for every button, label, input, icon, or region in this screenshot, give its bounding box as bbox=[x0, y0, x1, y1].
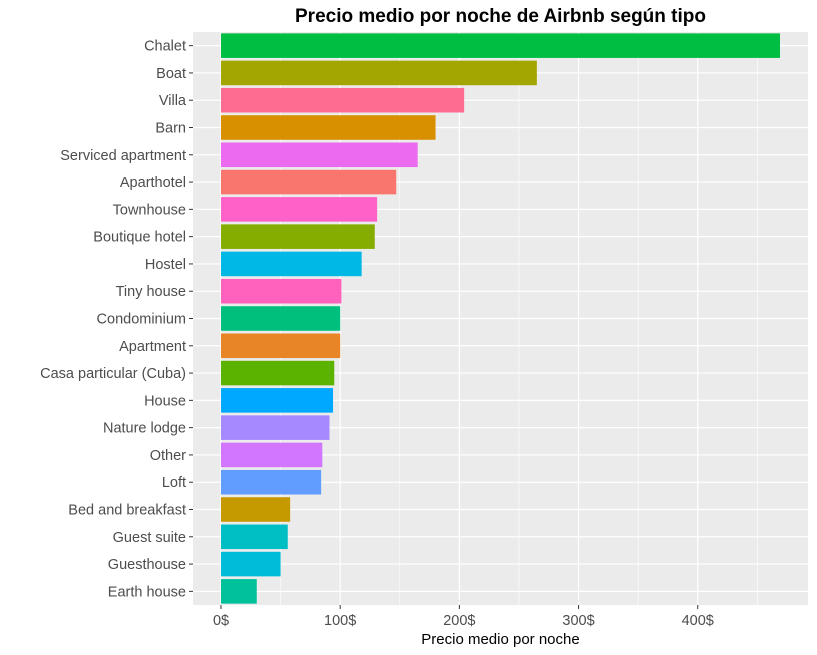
category-labels: Chalet Boat Villa Barn Serviced apartment Apa… bbox=[40, 39, 193, 600]
x-axis-ticks: 0$ 100$ 200$ 300$ 400$ bbox=[213, 605, 714, 629]
bar bbox=[221, 197, 378, 222]
bar bbox=[221, 306, 341, 331]
x-tick-label: 100$ bbox=[324, 613, 356, 629]
chart-title: Precio medio por noche de Airbnb según t… bbox=[295, 6, 706, 27]
category-label: Aparthotel bbox=[120, 175, 186, 191]
category-label: Barn bbox=[155, 121, 186, 137]
bar bbox=[221, 360, 335, 386]
bar bbox=[221, 169, 397, 195]
bars bbox=[221, 33, 780, 604]
bar bbox=[221, 497, 291, 522]
bar bbox=[221, 333, 341, 359]
category-label: Tiny house bbox=[116, 284, 186, 300]
category-label: Bed and breakfast bbox=[68, 503, 186, 519]
category-label: Condominium bbox=[97, 312, 186, 328]
x-tick-label: 300$ bbox=[562, 613, 594, 629]
bar bbox=[221, 278, 342, 304]
bar bbox=[221, 442, 323, 468]
bar bbox=[221, 142, 418, 168]
bar bbox=[221, 388, 334, 413]
bar bbox=[221, 469, 322, 495]
category-label: Townhouse bbox=[113, 202, 186, 218]
category-label: Serviced apartment bbox=[60, 148, 186, 164]
category-label: Nature lodge bbox=[103, 421, 186, 437]
bar bbox=[221, 115, 436, 140]
category-label: Boutique hotel bbox=[93, 230, 186, 246]
bar bbox=[221, 33, 780, 58]
bar bbox=[221, 251, 362, 277]
x-tick-label: 0$ bbox=[213, 613, 229, 629]
category-label: Guesthouse bbox=[108, 557, 186, 573]
category-label: Hostel bbox=[145, 257, 186, 273]
category-label: Earth house bbox=[108, 584, 186, 600]
category-label: Guest suite bbox=[113, 530, 186, 546]
bar bbox=[221, 224, 375, 249]
category-label: Other bbox=[150, 448, 186, 464]
category-label: Loft bbox=[162, 475, 186, 491]
bar bbox=[221, 579, 257, 604]
bar bbox=[221, 524, 288, 550]
category-label: Boat bbox=[156, 66, 186, 82]
x-tick-label: 200$ bbox=[443, 613, 475, 629]
x-axis-title: Precio medio por noche bbox=[421, 631, 579, 648]
category-label: House bbox=[144, 393, 186, 409]
bar bbox=[221, 415, 330, 440]
category-label: Casa particular (Cuba) bbox=[40, 366, 186, 382]
bar bbox=[221, 87, 465, 113]
x-tick-label: 400$ bbox=[682, 613, 714, 629]
bar bbox=[221, 60, 537, 86]
category-label: Apartment bbox=[119, 339, 186, 355]
bar bbox=[221, 551, 281, 577]
category-label: Villa bbox=[159, 93, 187, 109]
category-label: Chalet bbox=[144, 39, 186, 55]
